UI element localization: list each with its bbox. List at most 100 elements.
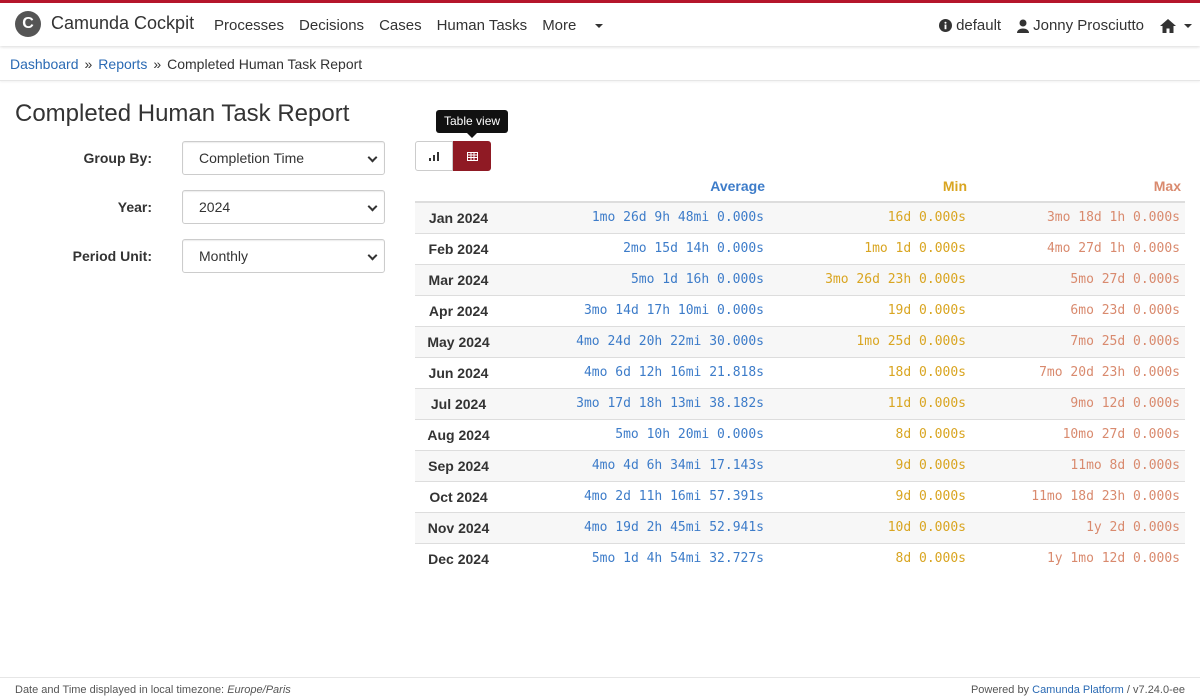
- table-view-button[interactable]: [453, 141, 491, 171]
- row-average: 4mo 24d 20h 22mi 30.000s: [507, 325, 769, 357]
- row-average: 5mo 1d 16h 0.000s: [507, 263, 769, 295]
- breadcrumb-separator: »: [153, 56, 162, 72]
- nav-more-label: More: [542, 17, 577, 34]
- row-period: Dec 2024: [415, 542, 507, 574]
- table-row: Oct 2024 4mo 2d 11h 16mi 57.391s 9d 0.000s…: [415, 480, 1185, 512]
- year-label: Year:: [117, 199, 152, 215]
- row-average: 3mo 14d 17h 10mi 0.000s: [507, 294, 769, 326]
- row-min: 9d 0.000s: [769, 449, 971, 481]
- chevron-down-icon: [367, 201, 378, 212]
- user-menu[interactable]: Jonny Prosciutto: [1017, 17, 1144, 34]
- nav-human-tasks[interactable]: Human Tasks: [436, 17, 528, 34]
- nav-more-dropdown[interactable]: More: [542, 17, 618, 34]
- engine-selector[interactable]: default: [939, 17, 1001, 34]
- group-by-value: Completion Time: [199, 150, 305, 166]
- row-period: May 2024: [415, 325, 507, 357]
- row-min: 8d 0.000s: [769, 542, 971, 574]
- row-max: 11mo 8d 0.000s: [971, 449, 1185, 481]
- report-table: Average Min Max Jan 2024 1mo 26d 9h 48mi …: [415, 171, 1185, 574]
- camunda-logo-icon[interactable]: C: [15, 11, 41, 37]
- row-average: 3mo 17d 18h 13mi 38.182s: [507, 387, 769, 419]
- row-average: 5mo 10h 20mi 0.000s: [507, 418, 769, 450]
- year-value: 2024: [199, 199, 231, 215]
- row-max: 3mo 18d 1h 0.000s: [971, 201, 1185, 233]
- table-row: Jun 2024 4mo 6d 12h 16mi 21.818s 18d 0.000…: [415, 356, 1185, 388]
- row-average: 1mo 26d 9h 48mi 0.000s: [507, 201, 769, 233]
- period-unit-value: Monthly: [199, 248, 249, 264]
- chart-view-button[interactable]: [415, 141, 453, 171]
- row-period: Feb 2024: [415, 232, 507, 264]
- version-label: / v7.24.0-ee: [1126, 684, 1185, 696]
- report-table-body: Jan 2024 1mo 26d 9h 48mi 0.000s 16d 0.000s…: [415, 201, 1185, 574]
- row-average: 2mo 15d 14h 0.000s: [507, 232, 769, 264]
- row-min: 8d 0.000s: [769, 418, 971, 450]
- table-row: Sep 2024 4mo 4d 6h 34mi 17.143s 9d 0.000s 1…: [415, 449, 1185, 481]
- row-max: 6mo 23d 0.000s: [971, 294, 1185, 326]
- chevron-down-icon: [367, 152, 378, 163]
- row-max: 10mo 27d 0.000s: [971, 418, 1185, 450]
- table-row: Mar 2024 5mo 1d 16h 0.000s 3mo 26d 23h 0.0…: [415, 263, 1185, 295]
- caret-down-icon: [595, 24, 604, 29]
- nav-processes[interactable]: Processes: [214, 17, 285, 34]
- row-max: 7mo 20d 23h 0.000s: [971, 356, 1185, 388]
- breadcrumb-dashboard[interactable]: Dashboard: [10, 56, 79, 72]
- footer: Date and Time displayed in local timezon…: [0, 677, 1200, 700]
- year-row: Year: 2024: [0, 190, 400, 224]
- app-title[interactable]: Camunda Cockpit: [51, 13, 195, 33]
- period-unit-select[interactable]: Monthly: [182, 239, 385, 273]
- header-min[interactable]: Min: [769, 171, 971, 203]
- row-min: 16d 0.000s: [769, 201, 971, 233]
- breadcrumb-separator: »: [84, 56, 93, 72]
- chevron-down-icon: [367, 250, 378, 261]
- platform-link[interactable]: Camunda Platform: [1032, 684, 1124, 696]
- row-period: Jul 2024: [415, 387, 507, 419]
- user-area: default Jonny Prosciutto: [923, 17, 1192, 34]
- row-period: Oct 2024: [415, 480, 507, 512]
- row-period: Nov 2024: [415, 511, 507, 543]
- row-max: 7mo 25d 0.000s: [971, 325, 1185, 357]
- row-period: Apr 2024: [415, 294, 507, 326]
- home-menu[interactable]: [1160, 18, 1192, 33]
- breadcrumb: Dashboard » Reports » Completed Human Task R…: [0, 46, 1200, 81]
- header-average[interactable]: Average: [507, 171, 769, 203]
- table-view-tooltip: Table view: [436, 110, 509, 138]
- nav-decisions[interactable]: Decisions: [299, 17, 365, 34]
- row-max: 5mo 27d 0.000s: [971, 263, 1185, 295]
- info-circle-icon: [939, 19, 953, 32]
- group-by-row: Group By: Completion Time: [0, 141, 400, 175]
- group-by-label: Group By:: [83, 150, 152, 166]
- table-row: Feb 2024 2mo 15d 14h 0.000s 1mo 1d 0.000s 4…: [415, 232, 1185, 264]
- row-period: Sep 2024: [415, 449, 507, 481]
- row-max: 1y 1mo 12d 0.000s: [971, 542, 1185, 574]
- row-min: 3mo 26d 23h 0.000s: [769, 263, 971, 295]
- timezone-value: Europe/Paris: [227, 684, 291, 696]
- row-period: Mar 2024: [415, 263, 507, 295]
- user-name: Jonny Prosciutto: [1033, 17, 1144, 34]
- row-average: 4mo 4d 6h 34mi 17.143s: [507, 449, 769, 481]
- powered-by-label: Powered by: [970, 684, 1030, 696]
- nav-cases[interactable]: Cases: [379, 17, 422, 34]
- table-row: Nov 2024 4mo 19d 2h 45mi 52.941s 10d 0.000…: [415, 511, 1185, 543]
- breadcrumb-reports[interactable]: Reports: [98, 56, 148, 72]
- table-row: Dec 2024 5mo 1d 4h 54mi 32.727s 8d 0.000s 1…: [415, 542, 1185, 574]
- table-row: Aug 2024 5mo 10h 20mi 0.000s 8d 0.000s 10mo…: [415, 418, 1185, 450]
- row-min: 11d 0.000s: [769, 387, 971, 419]
- row-max: 11mo 18d 23h 0.000s: [971, 480, 1185, 512]
- group-by-select[interactable]: Completion Time: [182, 141, 385, 175]
- row-period: Aug 2024: [415, 418, 507, 450]
- main-nav: Processes Decisions Cases Human Tasks Mo…: [214, 17, 633, 34]
- year-select[interactable]: 2024: [182, 190, 385, 224]
- table-row: Jul 2024 3mo 17d 18h 13mi 38.182s 11d 0.00…: [415, 387, 1185, 419]
- table-row: May 2024 4mo 24d 20h 22mi 30.000s 1mo 25d …: [415, 325, 1185, 357]
- header-max[interactable]: Max: [971, 171, 1185, 203]
- user-icon: [1017, 19, 1030, 33]
- row-period: Jan 2024: [415, 201, 507, 233]
- row-min: 1mo 25d 0.000s: [769, 325, 971, 357]
- row-average: 4mo 2d 11h 16mi 57.391s: [507, 480, 769, 512]
- header-period: [415, 171, 507, 203]
- row-max: 1y 2d 0.000s: [971, 511, 1185, 543]
- row-average: 4mo 19d 2h 45mi 52.941s: [507, 511, 769, 543]
- row-min: 9d 0.000s: [769, 480, 971, 512]
- period-unit-row: Period Unit: Monthly: [0, 239, 400, 273]
- row-period: Jun 2024: [415, 356, 507, 388]
